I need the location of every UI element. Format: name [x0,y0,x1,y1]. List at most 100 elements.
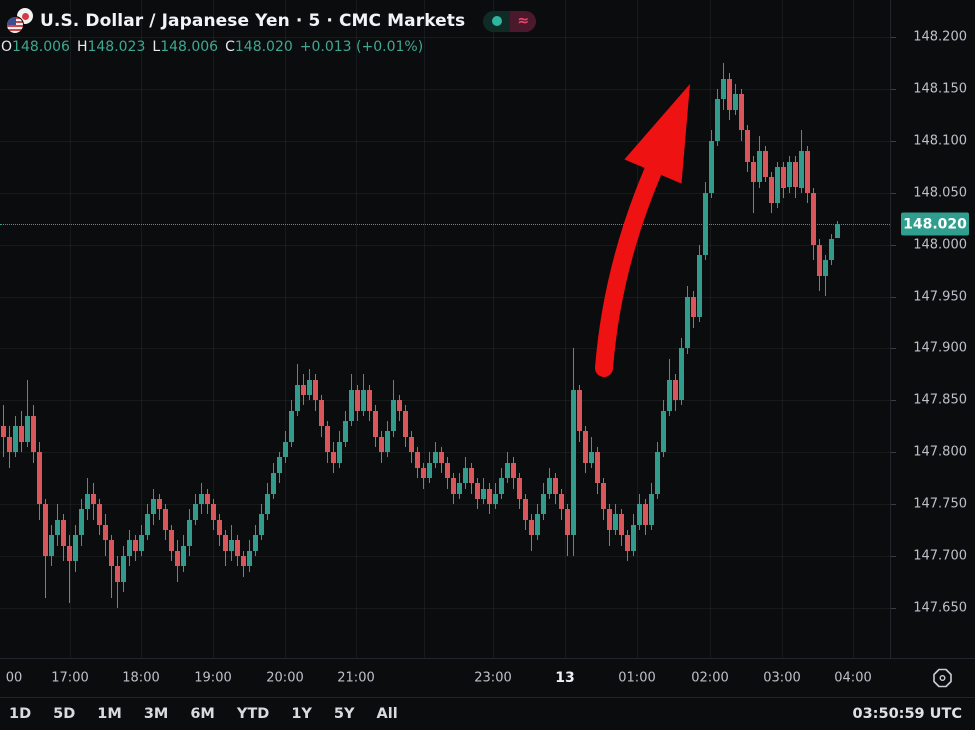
candle [325,426,330,453]
candle [31,415,36,453]
candle [697,254,702,318]
candle [151,498,156,515]
candle [601,483,606,510]
candle [541,493,546,515]
high-value: 148.023 [87,39,146,55]
h-gridline [0,88,890,90]
candle [613,514,618,531]
candle [487,488,492,505]
candle [229,540,234,551]
candle [277,457,282,473]
v-gridline [853,0,854,658]
candle [313,379,318,401]
range-button-1m[interactable]: 1M [97,706,122,722]
candle [829,239,834,261]
us-flag-icon [6,16,24,34]
candle [775,166,780,204]
candle-wick [69,535,70,603]
candle [649,493,654,525]
range-button-all[interactable]: All [376,706,398,722]
candle [241,556,246,567]
utc-clock[interactable]: 03:50:59 UTC [852,706,963,722]
candle [751,161,756,183]
candle [559,493,564,510]
chart-settings-icon[interactable] [932,668,953,689]
range-button-3m[interactable]: 3M [143,706,169,722]
h-gridline [0,348,890,350]
candle [91,493,96,505]
candle [535,514,540,536]
range-button-ytd[interactable]: YTD [236,706,270,722]
v-gridline [70,0,71,658]
h-gridline [0,192,890,194]
v-gridline [493,0,494,658]
candle [187,519,192,546]
candle [43,504,48,556]
candle [637,504,642,525]
candle [625,535,630,551]
range-button-1y[interactable]: 1Y [291,706,312,722]
candle [439,452,444,463]
candle [289,410,294,442]
candle [583,431,588,463]
candle [361,389,366,411]
price-tick [891,296,896,298]
candle [247,550,252,567]
candle [367,389,372,411]
ohlc-readout: O 148.006 H 148.023 L 148.006 C 148.020 +0.0… [1,39,423,55]
candle [13,426,18,453]
candle [97,504,102,525]
candle [157,498,162,510]
candle [19,426,24,442]
candle [61,519,66,546]
v-gridline [141,0,142,658]
candle [403,410,408,437]
candle [529,519,534,536]
time-label: 03:00 [763,670,801,686]
price-tick [891,244,896,246]
range-button-5d[interactable]: 5D [53,706,76,722]
candle [547,478,552,494]
candle [109,540,114,567]
chart-plot-area[interactable] [0,0,890,658]
market-status-toggle[interactable]: ≈ [483,10,537,32]
v-gridline [285,0,286,658]
candle [211,504,216,520]
candle [811,192,816,245]
up-trend-arrow-annotation[interactable] [0,0,890,658]
candle [259,514,264,536]
candle [283,441,288,458]
candle-wick [117,556,118,608]
candle [805,151,810,193]
candle [7,436,12,453]
h-gridline [0,452,890,454]
range-button-1d[interactable]: 1D [9,706,32,722]
v-gridline [637,0,638,658]
low-value: 148.006 [160,39,219,55]
symbol-title[interactable]: U.S. Dollar / Japanese Yen · 5 · CMC Mar… [40,11,466,31]
candle [85,493,90,510]
candle [457,483,462,494]
candle [619,514,624,536]
time-axis[interactable]: 00 17:00 18:00 19:00 20:00 21:00 23:00 13 01:00 0… [0,658,975,697]
candle [493,493,498,505]
range-button-5y[interactable]: 5Y [333,706,355,722]
price-axis[interactable]: 148.020 148.200 148.150 148.100 148.050 148.… [890,0,975,658]
usdjpy-flag-icon [6,8,33,34]
candle [727,78,732,110]
change-value: +0.013 (+0.01%) [299,39,424,55]
time-label: 17:00 [51,670,89,686]
candle [787,161,792,188]
candle [115,566,120,582]
candle [415,452,420,468]
candle [343,421,348,442]
range-button-6m[interactable]: 6M [190,706,215,722]
last-price-badge: 148.020 [901,212,969,236]
price-tick [891,452,896,454]
candle [271,472,276,494]
candle [451,478,456,494]
last-price-line [0,224,890,225]
candle [757,151,762,183]
candle [331,452,336,463]
candle [685,296,690,349]
